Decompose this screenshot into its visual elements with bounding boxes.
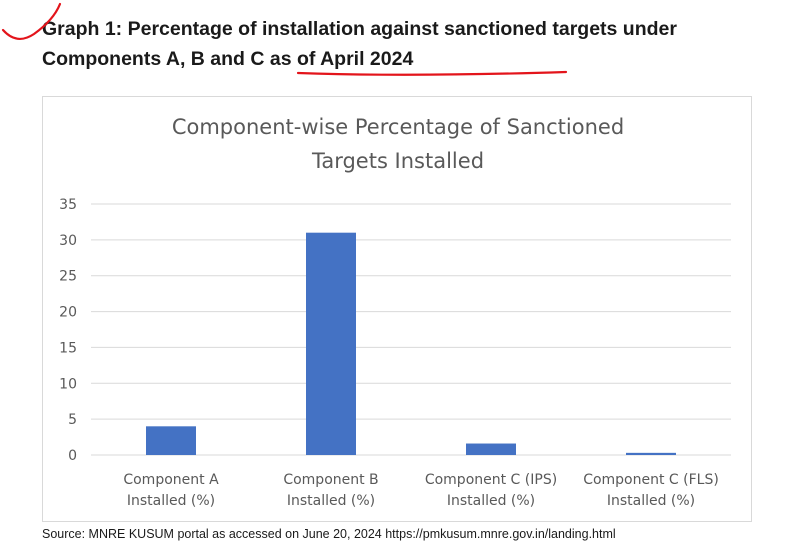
- source-note: Source: MNRE KUSUM portal as accessed on…: [42, 527, 616, 541]
- y-tick-label-20: 20: [59, 305, 77, 321]
- graph-heading-line2-prefix: Components A, B and C as of: [42, 48, 321, 70]
- bar-2: [306, 232, 356, 455]
- graph-heading-line1: Graph 1: Percentage of installation agai…: [42, 18, 677, 40]
- bar-chart: 0 5 10 15 20 25 30 35 Component A Installed (%) Co…: [59, 197, 731, 509]
- x-category-label-1: Component A Installed (%): [123, 472, 219, 509]
- bar-1: [146, 426, 196, 455]
- y-tick-label-30: 30: [59, 233, 77, 249]
- y-tick-label-25: 25: [59, 269, 77, 285]
- y-tick-label-5: 5: [68, 412, 77, 428]
- x-category-label-2: Component B Installed (%): [283, 472, 378, 509]
- bar-3: [466, 443, 516, 455]
- chart-title-line2: Targets Installed: [311, 149, 485, 173]
- y-tick-label-0: 0: [68, 448, 77, 464]
- bar-4: [626, 452, 676, 455]
- graph-heading: Graph 1: Percentage of installation agai…: [42, 14, 782, 74]
- chart-title-line1: Component-wise Percentage of Sanctioned: [171, 115, 625, 139]
- graph-heading-date: April 2024: [320, 48, 414, 70]
- chart-area: Component-wise Percentage of Sanctioned …: [42, 96, 752, 522]
- y-tick-label-15: 15: [59, 340, 77, 356]
- x-category-label-4: Component C (FLS) Installed (%): [583, 472, 719, 509]
- x-category-label-3: Component C (IPS) Installed (%): [425, 472, 557, 509]
- y-tick-label-35: 35: [59, 197, 77, 213]
- graph-heading-line2: Components A, B and C as of April 2024: [42, 44, 782, 74]
- y-tick-label-10: 10: [59, 376, 77, 392]
